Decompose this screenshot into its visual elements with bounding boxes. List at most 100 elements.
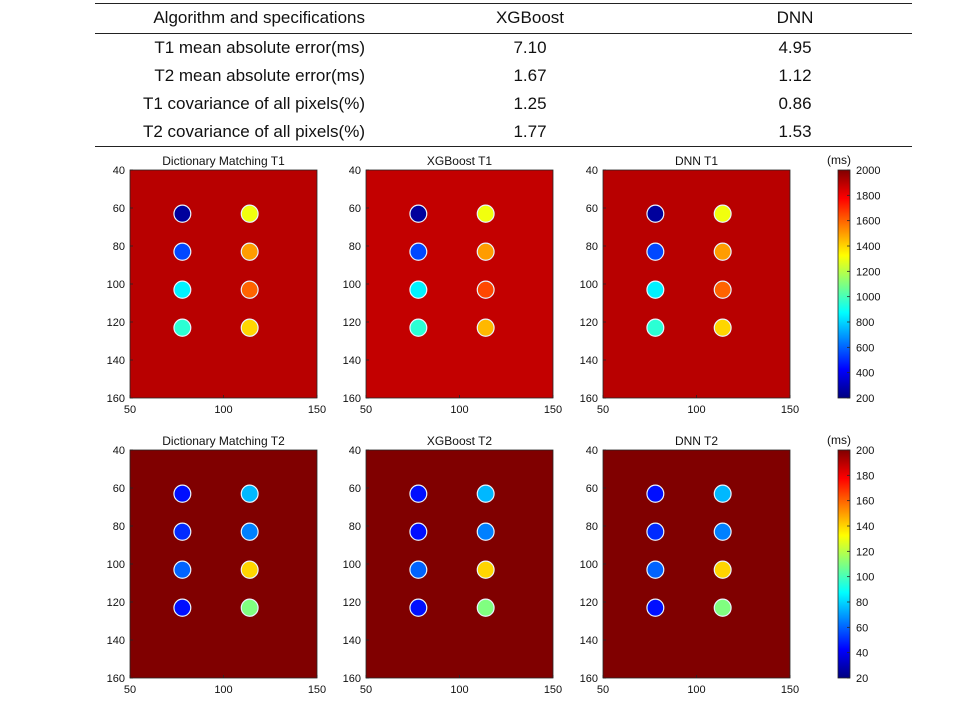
phantom-vial [240,522,259,541]
phantom-vial [476,598,495,617]
phantom-vial [409,280,428,299]
y-tick-label: 160 [107,673,125,685]
phantom-vial [476,242,495,261]
phantom-vial [409,560,428,579]
x-tick-label: 50 [124,404,136,416]
y-tick-label: 40 [586,445,598,457]
colorbar-unit-label: (ms) [827,153,851,167]
phantom-vial [240,242,259,261]
map-background [366,450,553,678]
colorbar-tick-label: 180 [856,470,874,482]
map-figure: Dictionary Matching T1 40 60 80 100 120 140 160… [0,148,960,720]
x-tick-label: 100 [450,404,468,416]
y-tick-label: 160 [107,393,125,405]
phantom-vial [173,242,192,261]
colorbar-tick-label: 80 [856,597,868,609]
colorbar-tick-label: 1600 [856,216,880,228]
panel-title: XGBoost T2 [427,434,492,448]
y-tick-label: 120 [580,317,598,329]
panel-title: XGBoost T1 [427,154,492,168]
colorbar-tick-label: 20 [856,673,868,685]
phantom-vial [713,204,732,223]
phantom-vial [646,280,665,299]
row-xgboost-value: 7.10 [513,38,547,57]
phantom-vial [240,204,259,223]
map-panel: Dictionary Matching T1 40 60 80 100 120 140 160… [107,154,327,416]
phantom-vial [173,484,192,503]
phantom-vial [646,522,665,541]
colorbar-tick-label: 400 [856,368,874,380]
phantom-vial [646,598,665,617]
y-tick-label: 40 [586,165,598,177]
map-background [130,450,317,678]
y-tick-label: 80 [586,521,598,533]
phantom-vial [476,484,495,503]
row-dnn-value: 0.86 [778,94,812,113]
y-tick-label: 80 [349,241,361,253]
y-tick-label: 120 [343,317,361,329]
phantom-vial [173,560,192,579]
panel-title: Dictionary Matching T2 [162,434,285,448]
map-panel: Dictionary Matching T2 40 60 80 100 120 140 160… [107,434,327,696]
phantom-vial [173,522,192,541]
phantom-vial [476,204,495,223]
x-tick-label: 50 [597,404,609,416]
row-label: T1 mean absolute error(ms) [154,38,365,57]
x-tick-label: 50 [124,684,136,696]
x-tick-label: 50 [360,404,372,416]
y-tick-label: 120 [580,597,598,609]
y-tick-label: 140 [580,635,598,647]
row-xgboost-value: 1.25 [513,94,547,113]
table-header-rule [95,33,912,34]
phantom-vial [713,318,732,337]
phantom-vial [646,242,665,261]
map-background [366,170,553,398]
colorbar-tick-label: 1400 [856,241,880,253]
phantom-vial [646,204,665,223]
colorbar-tick-label: 120 [856,546,874,558]
x-tick-label: 150 [544,404,562,416]
phantom-vial [240,560,259,579]
colorbar-tick-label: 60 [856,622,868,634]
y-tick-label: 140 [343,355,361,367]
phantom-vial [476,318,495,337]
row-label: T2 mean absolute error(ms) [154,66,365,85]
x-tick-label: 150 [544,684,562,696]
header-dnn: DNN [776,8,814,27]
phantom-vial [240,598,259,617]
phantom-vial [240,318,259,337]
y-tick-label: 80 [586,241,598,253]
phantom-vial [409,318,428,337]
colorbar: 20 40 60 80 100 120 140 160 180 200 (ms) [827,433,874,685]
x-tick-label: 50 [360,684,372,696]
y-tick-label: 100 [580,559,598,571]
phantom-vial [173,318,192,337]
y-tick-label: 60 [113,203,125,215]
x-tick-label: 50 [597,684,609,696]
colorbar-tick-label: 40 [856,648,868,660]
row-xgboost-value: 1.77 [513,122,547,141]
phantom-vial [713,598,732,617]
y-tick-label: 40 [113,445,125,457]
map-background [603,450,790,678]
colorbar-tick-label: 160 [856,496,874,508]
phantom-vial [173,204,192,223]
y-tick-label: 140 [343,635,361,647]
y-tick-label: 40 [113,165,125,177]
phantom-vial [646,560,665,579]
x-tick-label: 100 [450,684,468,696]
x-tick-label: 100 [687,684,705,696]
phantom-vial [173,598,192,617]
results-table: Algorithm and specifications XGBoost DNN… [95,0,912,148]
phantom-vial [409,522,428,541]
phantom-vial [646,318,665,337]
y-tick-label: 40 [349,165,361,177]
phantom-vial [713,560,732,579]
y-tick-label: 80 [113,241,125,253]
row-dnn-value: 1.12 [778,66,812,85]
y-tick-label: 140 [107,635,125,647]
y-tick-label: 120 [343,597,361,609]
